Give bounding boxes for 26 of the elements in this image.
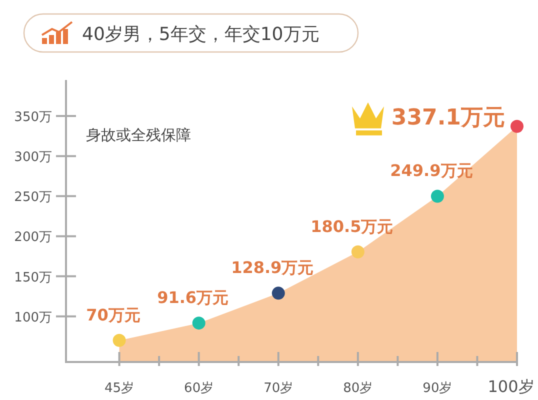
data-label: 70万元 (86, 305, 140, 324)
data-label: 337.1万元 (391, 105, 505, 130)
point (510, 120, 524, 133)
point (351, 245, 364, 258)
x-tick-label: 45岁 (104, 381, 134, 396)
x-tick-label: 60岁 (184, 381, 214, 396)
data-label: 128.9万元 (231, 258, 314, 278)
point (192, 316, 206, 330)
annotation: 身故或全残保障 (86, 126, 191, 144)
y-tick-label: 300万 (14, 150, 52, 166)
y-tick-label: 150万 (14, 270, 52, 286)
data-label: 249.9万元 (390, 161, 473, 180)
y-tick-label: 100万 (14, 310, 52, 326)
x-tick-label: 70岁 (264, 381, 294, 396)
x-tick-label: 80岁 (343, 381, 373, 396)
point (430, 190, 444, 203)
y-tick-label: 250万 (14, 190, 52, 206)
y-tick-label: 350万 (14, 110, 52, 126)
x-tick-label: 90岁 (422, 381, 452, 396)
y-tick-label: 200万 (14, 230, 52, 246)
point (112, 334, 126, 347)
data-label: 91.6万元 (157, 288, 229, 308)
chart-title: 40岁男，5年交，年交10万元 (82, 24, 320, 45)
data-label: 180.5万元 (310, 216, 394, 236)
point (272, 286, 285, 300)
x-tick-label: 100岁 (488, 377, 534, 396)
